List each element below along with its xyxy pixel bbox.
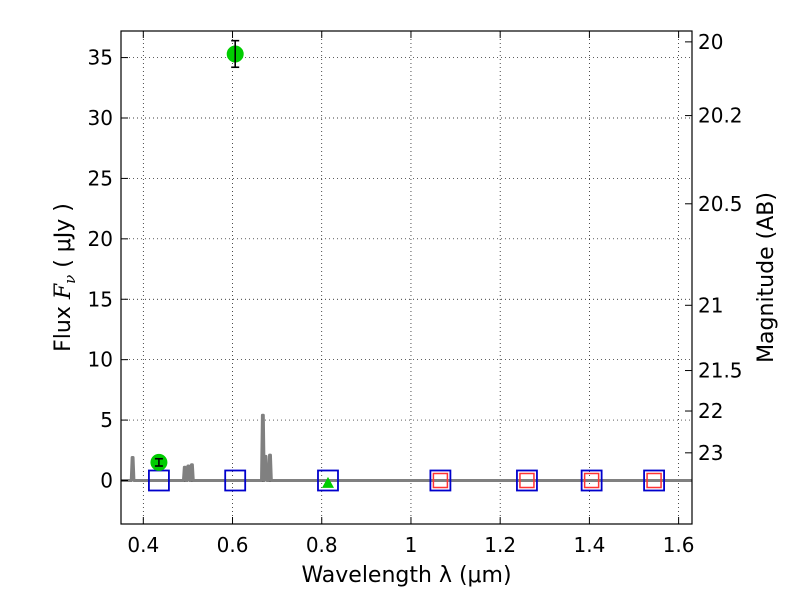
magnitude-axis: 20 20.2 20.5 21 21.5 22 23 xyxy=(685,30,743,465)
magnitude-tick-label: 20.5 xyxy=(698,192,743,216)
y-tick-label: 5 xyxy=(100,408,113,432)
y-axis-label-prefix: Flux xyxy=(51,299,76,352)
model-photometry-marker xyxy=(224,469,247,492)
model-spectrum-line xyxy=(121,413,692,482)
magnitude-tick-label: 21.5 xyxy=(698,359,743,383)
upper-limit-marker xyxy=(321,476,334,488)
nir-band-marker xyxy=(432,472,449,489)
model-photometry-marker xyxy=(317,469,339,492)
nir-band-marker xyxy=(519,472,535,489)
x-axis-label: Wavelength λ (μm) xyxy=(301,563,511,588)
y-tick-label: 30 xyxy=(88,106,113,130)
model-photometry-marker xyxy=(580,469,603,492)
model-photometry-marker xyxy=(643,469,665,492)
model-photometry-marker xyxy=(429,469,452,492)
magnitude-axis-label: Magnitude (AB) xyxy=(754,192,779,363)
y-tick-label: 15 xyxy=(88,287,113,311)
y-tick-label: 25 xyxy=(88,166,113,190)
axis-ticks: 0.4 0.6 0.8 1 1.2 1.4 1.6 0 5 10 15 20 25 30 35 xyxy=(88,31,695,557)
nir-band-marker xyxy=(646,472,662,489)
plot-frame xyxy=(120,30,693,525)
x-tick-label: 1.2 xyxy=(484,533,516,557)
x-tick-label: 0.8 xyxy=(306,533,338,557)
y-tick-label: 0 xyxy=(100,469,113,493)
y-tick-label: 10 xyxy=(88,348,113,372)
y-axis-label-symbol: F xyxy=(51,283,76,300)
y-tick-label: 35 xyxy=(88,46,113,70)
magnitude-tick-label: 20.2 xyxy=(698,104,743,128)
y-tick-label: 20 xyxy=(88,227,113,251)
magnitude-tick-label: 20 xyxy=(698,30,723,54)
magnitude-tick-label: 23 xyxy=(698,441,723,465)
model-photometry-marker xyxy=(516,469,538,492)
y-axis-label-subscript: ν xyxy=(61,275,79,284)
series-layer xyxy=(121,39,692,492)
x-tick-label: 0.4 xyxy=(127,533,159,557)
magnitude-tick-label: 22 xyxy=(698,399,723,423)
y-axis-label-unit: ( μJy ) xyxy=(51,203,76,275)
x-tick-label: 1 xyxy=(405,533,418,557)
x-tick-label: 1.4 xyxy=(573,533,605,557)
magnitude-tick-label: 21 xyxy=(698,293,723,317)
y-axis-label: Flux Fν ( μJy ) xyxy=(51,203,79,352)
grid xyxy=(121,31,692,524)
x-tick-label: 1.6 xyxy=(663,533,695,557)
x-tick-label: 0.6 xyxy=(217,533,249,557)
nir-band-marker xyxy=(583,472,600,489)
